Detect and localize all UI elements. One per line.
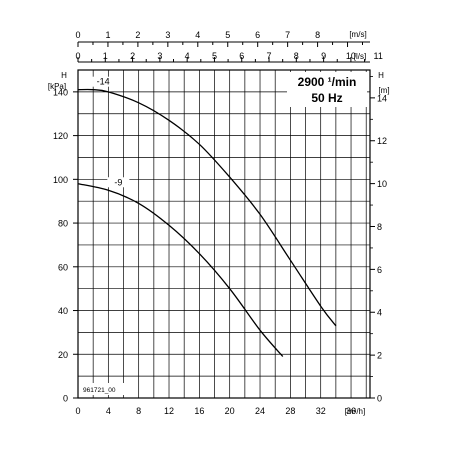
top-tick-label-ms: 6	[255, 30, 260, 40]
y-tick-label-m: 10	[377, 179, 387, 189]
y-tick-label-kpa: 80	[58, 219, 68, 229]
top-tick-label-ms: 1	[105, 30, 110, 40]
y-tick-label-kpa: 100	[53, 175, 68, 185]
series-label: -14	[97, 77, 110, 87]
x-tick-label: 32	[316, 406, 326, 416]
right-axis-title: H	[378, 71, 384, 80]
bottom-axis-unit: [m³/h]	[345, 407, 365, 416]
top-tick-label-ls: 7	[267, 51, 272, 61]
top-tick-label-ms: 3	[165, 30, 170, 40]
x-tick-label: 16	[194, 406, 204, 416]
series-line	[77, 88, 337, 327]
top-tick-label-ls: 8	[294, 51, 299, 61]
y-tick-label-kpa: 140	[53, 87, 68, 97]
left-axis-unit: [kPa]	[48, 82, 66, 91]
top-tick-label-ms: 2	[135, 30, 140, 40]
y-tick-label-m: 2	[377, 351, 382, 361]
top-tick-label-ls: 3	[157, 51, 162, 61]
top-tick-label-ms: 7	[285, 30, 290, 40]
top-tick-label-ls: 4	[185, 51, 190, 61]
x-tick-label: 4	[106, 406, 111, 416]
top-tick-label-ms: 0	[75, 30, 80, 40]
top-tick-label-ls: 2	[130, 51, 135, 61]
y-tick-label-m: 8	[377, 222, 382, 232]
x-tick-label: 28	[285, 406, 295, 416]
top-unit-ls: [l/s]	[354, 52, 366, 61]
series-label-bg	[107, 177, 130, 188]
top-tick-label-ls: 9	[321, 51, 326, 61]
series-label-bg	[92, 76, 115, 87]
top-tick-label-ls: 11	[374, 51, 383, 61]
x-tick-label: 12	[164, 406, 174, 416]
left-axis-kpa: 0 20 40 60 80 100 120 140	[53, 87, 78, 404]
series-label: -9	[114, 177, 122, 187]
top-tick-label-ms: 5	[225, 30, 230, 40]
left-axis-title: H	[61, 71, 67, 80]
series-9-group: -9	[77, 177, 284, 357]
x-tick-label: 20	[225, 406, 235, 416]
x-tick-label: 0	[75, 406, 80, 416]
x-tick-label: 8	[136, 406, 141, 416]
x-tick-label: 24	[255, 406, 265, 416]
grid-lines	[78, 70, 370, 398]
drawing-id: 961721_00	[83, 387, 116, 394]
x-tick-label: 36	[346, 406, 356, 416]
bottom-axis-flow: 0 4 8 12 16 20 24 28 32 36	[75, 406, 356, 416]
top-tick-label-ls: 5	[212, 51, 217, 61]
top-tick-label-ms: 8	[315, 30, 320, 40]
top-axis-velocity: 0 1 2 3 4 5 6 7 8	[75, 30, 370, 47]
y-tick-label-m: 0	[377, 394, 382, 404]
y-tick-label-kpa: 60	[58, 262, 68, 272]
drawing-id-box	[80, 383, 130, 395]
y-tick-label-m: 4	[377, 308, 382, 318]
top-tick-label-ls: 1	[103, 51, 108, 61]
top-tick-label-ms: 4	[195, 30, 200, 40]
y-tick-label-kpa: 120	[53, 131, 68, 141]
y-tick-label-m: 12	[377, 136, 387, 146]
series-line	[77, 183, 284, 357]
right-axis-unit: [m]	[378, 86, 389, 95]
frequency-label: 50 Hz	[311, 91, 342, 105]
y-tick-label-m: 14	[377, 93, 387, 103]
series-14-group: -14	[77, 76, 337, 327]
top-tick-label-ls: 0	[75, 51, 80, 61]
top-axis-flow-ls: 0 1 2 3 4 5 6 7 8 9 10 11	[75, 51, 383, 63]
top-unit-ms: [m/s]	[349, 30, 366, 39]
y-tick-label-m: 6	[377, 265, 382, 275]
series-layer: -14 -9	[77, 76, 337, 357]
top-tick-label-ls: 6	[239, 51, 244, 61]
y-tick-label-kpa: 40	[58, 306, 68, 316]
speed-label: 2900 ¹/min	[298, 75, 357, 89]
y-tick-label-kpa: 20	[58, 350, 68, 360]
top-tick-label-ls: 10	[346, 51, 356, 61]
plot-frame	[77, 69, 371, 399]
right-axis-m: 0 2 4 6 8 10 12 14	[370, 76, 387, 404]
y-tick-label-kpa: 0	[63, 394, 68, 404]
speed-box	[287, 72, 367, 107]
